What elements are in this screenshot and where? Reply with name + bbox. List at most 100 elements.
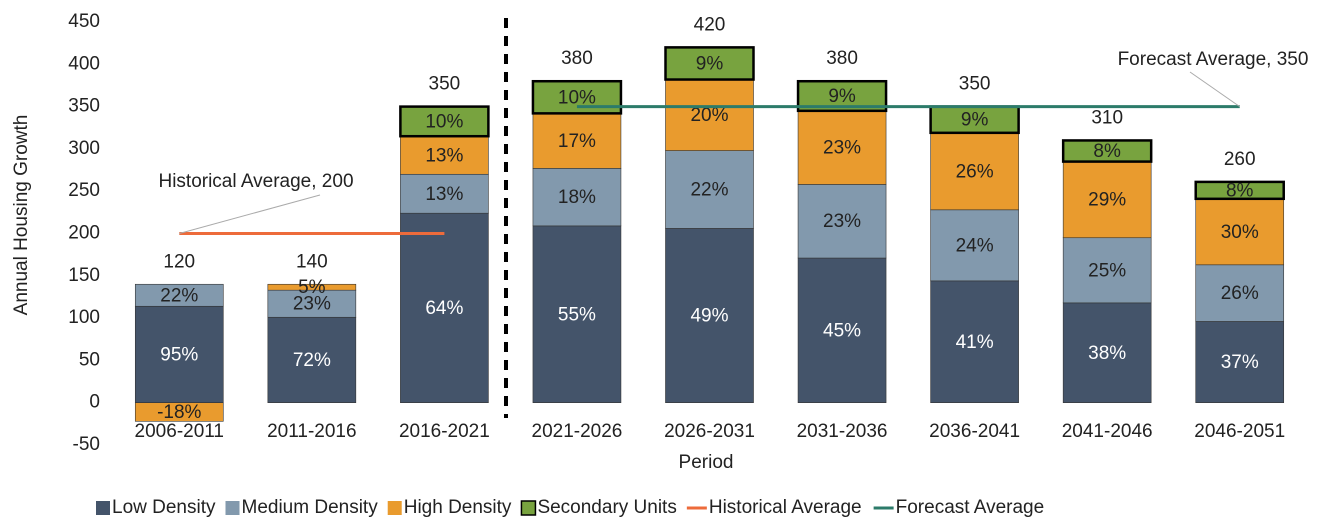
annotation-leader bbox=[179, 194, 321, 234]
legend-swatch bbox=[520, 500, 537, 516]
bar-segment bbox=[930, 132, 1019, 211]
bar-segment bbox=[134, 305, 224, 404]
bar-segment bbox=[1062, 161, 1152, 239]
segment-label: 22% bbox=[690, 180, 728, 201]
legend-label: Secondary Units bbox=[537, 497, 676, 518]
total-label: 420 bbox=[694, 14, 726, 35]
legend-label: Historical Average bbox=[709, 497, 862, 518]
segment-label: 10% bbox=[558, 87, 596, 108]
annotation: Forecast Average, 350 bbox=[1118, 49, 1309, 70]
total-label: 380 bbox=[561, 48, 593, 69]
bar-segment bbox=[267, 283, 357, 291]
segment-label: 23% bbox=[823, 211, 861, 232]
y-tick-label: 200 bbox=[68, 223, 100, 244]
y-tick-label: 400 bbox=[68, 53, 100, 74]
segment-label: 23% bbox=[293, 294, 331, 315]
bar-segment bbox=[797, 184, 887, 259]
segment-label: 38% bbox=[1088, 343, 1126, 364]
bar-segment bbox=[399, 105, 490, 138]
x-tick-label: 2031-2036 bbox=[797, 421, 888, 442]
total-label: 140 bbox=[296, 251, 328, 272]
x-tick-label: 2006-2011 bbox=[135, 421, 224, 442]
legend-label: Low Density bbox=[112, 497, 216, 518]
bar-segment bbox=[1061, 139, 1153, 163]
bar-segment bbox=[1195, 264, 1285, 322]
bar-segment bbox=[930, 209, 1019, 282]
x-tick-label: 2041-2046 bbox=[1062, 421, 1153, 442]
bar-segment bbox=[1195, 198, 1285, 266]
bar-segment bbox=[1195, 321, 1285, 404]
bar-segment bbox=[665, 79, 754, 151]
segment-label: 30% bbox=[1221, 222, 1259, 243]
y-tick-label: 300 bbox=[68, 138, 100, 159]
segment-label: 41% bbox=[956, 332, 994, 353]
total-label: 380 bbox=[826, 48, 858, 69]
legend-swatch bbox=[225, 501, 240, 515]
segment-label: 9% bbox=[828, 86, 856, 107]
bar-segment bbox=[400, 173, 489, 214]
segment-label: 26% bbox=[1221, 283, 1259, 304]
x-axis-label: Period bbox=[679, 452, 734, 473]
total-label: 350 bbox=[429, 74, 461, 95]
segment-label: 9% bbox=[696, 53, 724, 74]
bar-segment bbox=[532, 225, 622, 403]
x-tick-label: 2021-2026 bbox=[532, 421, 623, 442]
segment-label: 23% bbox=[823, 138, 861, 159]
legend-swatch bbox=[96, 501, 110, 515]
segment-label: 55% bbox=[558, 304, 596, 325]
total-label: 350 bbox=[959, 74, 991, 95]
annotation-leader bbox=[1189, 71, 1241, 108]
bar-segment bbox=[1194, 180, 1285, 201]
bar-segment bbox=[797, 257, 887, 403]
segment-label: 29% bbox=[1088, 190, 1126, 211]
segment-label: 95% bbox=[160, 344, 198, 365]
bar-segment bbox=[400, 212, 489, 403]
annotation: Historical Average, 200 bbox=[158, 171, 353, 192]
segment-label: 24% bbox=[956, 235, 994, 256]
legend-label: High Density bbox=[404, 497, 512, 518]
bar-segment bbox=[930, 280, 1019, 404]
y-tick-label: 350 bbox=[68, 96, 100, 117]
y-tick-label: 50 bbox=[79, 349, 100, 370]
legend-label: Medium Density bbox=[242, 497, 379, 518]
x-tick-label: 2026-2031 bbox=[664, 421, 755, 442]
bar-segment bbox=[797, 110, 887, 185]
y-tick-label: 250 bbox=[68, 180, 100, 201]
x-tick-label: 2036-2041 bbox=[929, 421, 1020, 442]
segment-label: -18% bbox=[157, 402, 201, 423]
segment-label: 20% bbox=[690, 105, 728, 126]
y-tick-label: 150 bbox=[68, 265, 100, 286]
total-label: 260 bbox=[1224, 149, 1256, 170]
total-label: 310 bbox=[1091, 107, 1123, 128]
segment-label: 64% bbox=[425, 298, 463, 319]
y-tick-label: -50 bbox=[73, 434, 100, 455]
bar-segment bbox=[664, 46, 755, 81]
segment-label: 17% bbox=[558, 131, 596, 152]
x-tick-label: 2011-2016 bbox=[267, 421, 356, 442]
y-tick-label: 0 bbox=[89, 392, 100, 413]
segment-label: 37% bbox=[1221, 352, 1259, 373]
bar-segment bbox=[400, 135, 489, 175]
segment-label: 26% bbox=[956, 161, 994, 182]
bar-segment bbox=[134, 402, 224, 422]
bar-segment bbox=[665, 228, 754, 403]
segment-label: 22% bbox=[160, 285, 198, 306]
segment-label: 25% bbox=[1088, 260, 1126, 281]
y-tick-label: 100 bbox=[68, 307, 100, 328]
bar-segment bbox=[665, 150, 754, 229]
segment-label: 13% bbox=[425, 184, 463, 205]
segment-label: 45% bbox=[823, 320, 861, 341]
segment-label: 9% bbox=[961, 110, 989, 131]
bar-segment bbox=[1062, 302, 1152, 404]
bar-segment bbox=[267, 289, 357, 318]
segment-label: 18% bbox=[558, 187, 596, 208]
bar-segment bbox=[134, 283, 224, 307]
y-axis-label: Annual Housing Growth bbox=[11, 115, 32, 316]
total-label: 120 bbox=[163, 251, 195, 272]
bar-segment bbox=[532, 113, 622, 169]
segment-label: 49% bbox=[690, 306, 728, 327]
y-tick-label: 450 bbox=[68, 11, 100, 32]
segment-label: 10% bbox=[425, 111, 463, 132]
bar-segment bbox=[532, 168, 622, 227]
